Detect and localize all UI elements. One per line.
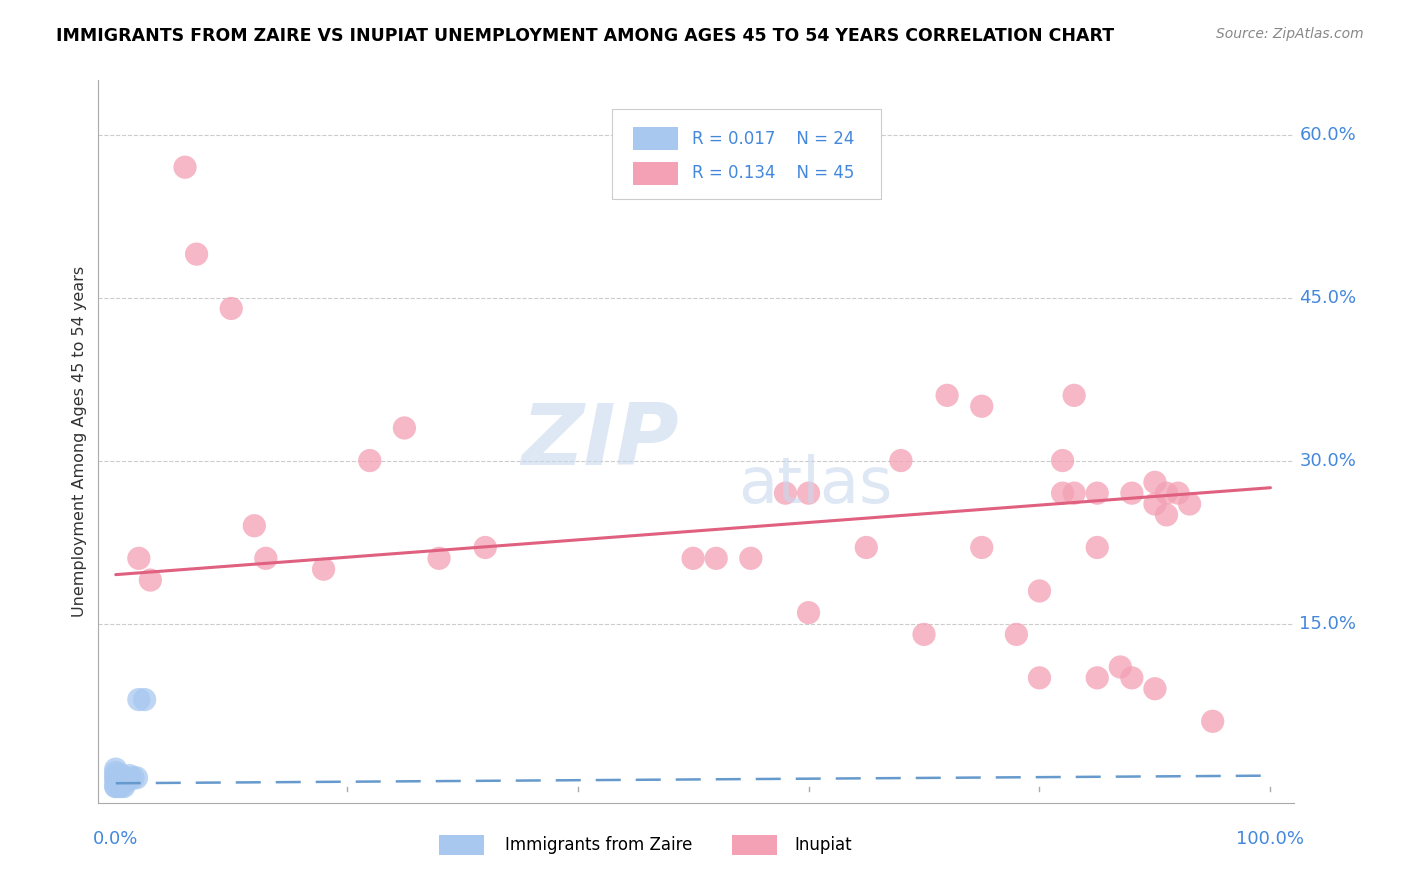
- Point: [134, 692, 156, 706]
- Y-axis label: Unemployment Among Ages 45 to 54 years: Unemployment Among Ages 45 to 54 years: [72, 266, 87, 617]
- Point: [128, 692, 150, 706]
- Point: [682, 551, 704, 566]
- Point: [1121, 671, 1143, 685]
- Text: Immigrants from Zaire: Immigrants from Zaire: [505, 836, 692, 854]
- Point: [117, 774, 139, 789]
- Point: [1143, 497, 1166, 511]
- FancyBboxPatch shape: [633, 128, 678, 151]
- Point: [1028, 583, 1050, 598]
- Point: [128, 551, 150, 566]
- Text: atlas: atlas: [738, 454, 893, 516]
- Text: 100.0%: 100.0%: [1236, 830, 1305, 848]
- Text: 30.0%: 30.0%: [1299, 451, 1357, 469]
- Point: [740, 551, 762, 566]
- FancyBboxPatch shape: [439, 835, 485, 855]
- Point: [108, 767, 131, 781]
- Point: [104, 771, 127, 785]
- Point: [1052, 486, 1074, 500]
- Point: [890, 453, 912, 467]
- Point: [704, 551, 727, 566]
- Text: Inupiat: Inupiat: [794, 836, 852, 854]
- Point: [1028, 671, 1050, 685]
- Text: Source: ZipAtlas.com: Source: ZipAtlas.com: [1216, 27, 1364, 41]
- Point: [108, 780, 131, 794]
- Point: [970, 541, 993, 555]
- Point: [1085, 541, 1108, 555]
- Point: [912, 627, 935, 641]
- Point: [312, 562, 335, 576]
- Text: R = 0.134    N = 45: R = 0.134 N = 45: [692, 164, 855, 183]
- Point: [125, 771, 148, 785]
- Point: [104, 769, 127, 783]
- Point: [104, 762, 127, 776]
- Point: [1167, 486, 1189, 500]
- Text: IMMIGRANTS FROM ZAIRE VS INUPIAT UNEMPLOYMENT AMONG AGES 45 TO 54 YEARS CORRELAT: IMMIGRANTS FROM ZAIRE VS INUPIAT UNEMPLO…: [56, 27, 1115, 45]
- Point: [359, 453, 381, 467]
- Point: [1143, 475, 1166, 490]
- Point: [110, 774, 132, 789]
- Point: [174, 160, 197, 174]
- Point: [1156, 486, 1178, 500]
- Point: [104, 780, 127, 794]
- Point: [936, 388, 959, 402]
- FancyBboxPatch shape: [733, 835, 778, 855]
- Point: [139, 573, 162, 587]
- Point: [797, 606, 820, 620]
- Point: [1109, 660, 1132, 674]
- Point: [122, 771, 145, 785]
- Point: [1085, 486, 1108, 500]
- Point: [1156, 508, 1178, 522]
- Text: ZIP: ZIP: [522, 400, 679, 483]
- Point: [108, 775, 131, 789]
- Point: [855, 541, 877, 555]
- Text: 45.0%: 45.0%: [1299, 289, 1357, 307]
- Point: [1178, 497, 1201, 511]
- Point: [1063, 388, 1085, 402]
- Point: [1063, 486, 1085, 500]
- Point: [219, 301, 242, 316]
- FancyBboxPatch shape: [633, 162, 678, 185]
- Point: [110, 780, 132, 794]
- Point: [1085, 671, 1108, 685]
- Point: [108, 772, 131, 786]
- Point: [970, 399, 993, 413]
- Text: R = 0.017    N = 24: R = 0.017 N = 24: [692, 130, 855, 148]
- Point: [427, 551, 450, 566]
- Point: [104, 774, 127, 789]
- Point: [1121, 486, 1143, 500]
- Point: [112, 780, 135, 794]
- Point: [104, 780, 127, 794]
- Point: [474, 541, 496, 555]
- Point: [112, 772, 135, 787]
- Point: [110, 769, 132, 783]
- Point: [394, 421, 416, 435]
- Text: 15.0%: 15.0%: [1299, 615, 1357, 632]
- Point: [775, 486, 797, 500]
- Text: 60.0%: 60.0%: [1299, 126, 1355, 144]
- Point: [1052, 453, 1074, 467]
- Point: [1143, 681, 1166, 696]
- Point: [118, 769, 141, 783]
- Point: [797, 486, 820, 500]
- Point: [243, 518, 266, 533]
- FancyBboxPatch shape: [613, 109, 882, 200]
- Point: [1005, 627, 1028, 641]
- Point: [104, 765, 127, 780]
- Point: [186, 247, 208, 261]
- Point: [1202, 714, 1225, 729]
- Text: 0.0%: 0.0%: [93, 830, 138, 848]
- Point: [254, 551, 277, 566]
